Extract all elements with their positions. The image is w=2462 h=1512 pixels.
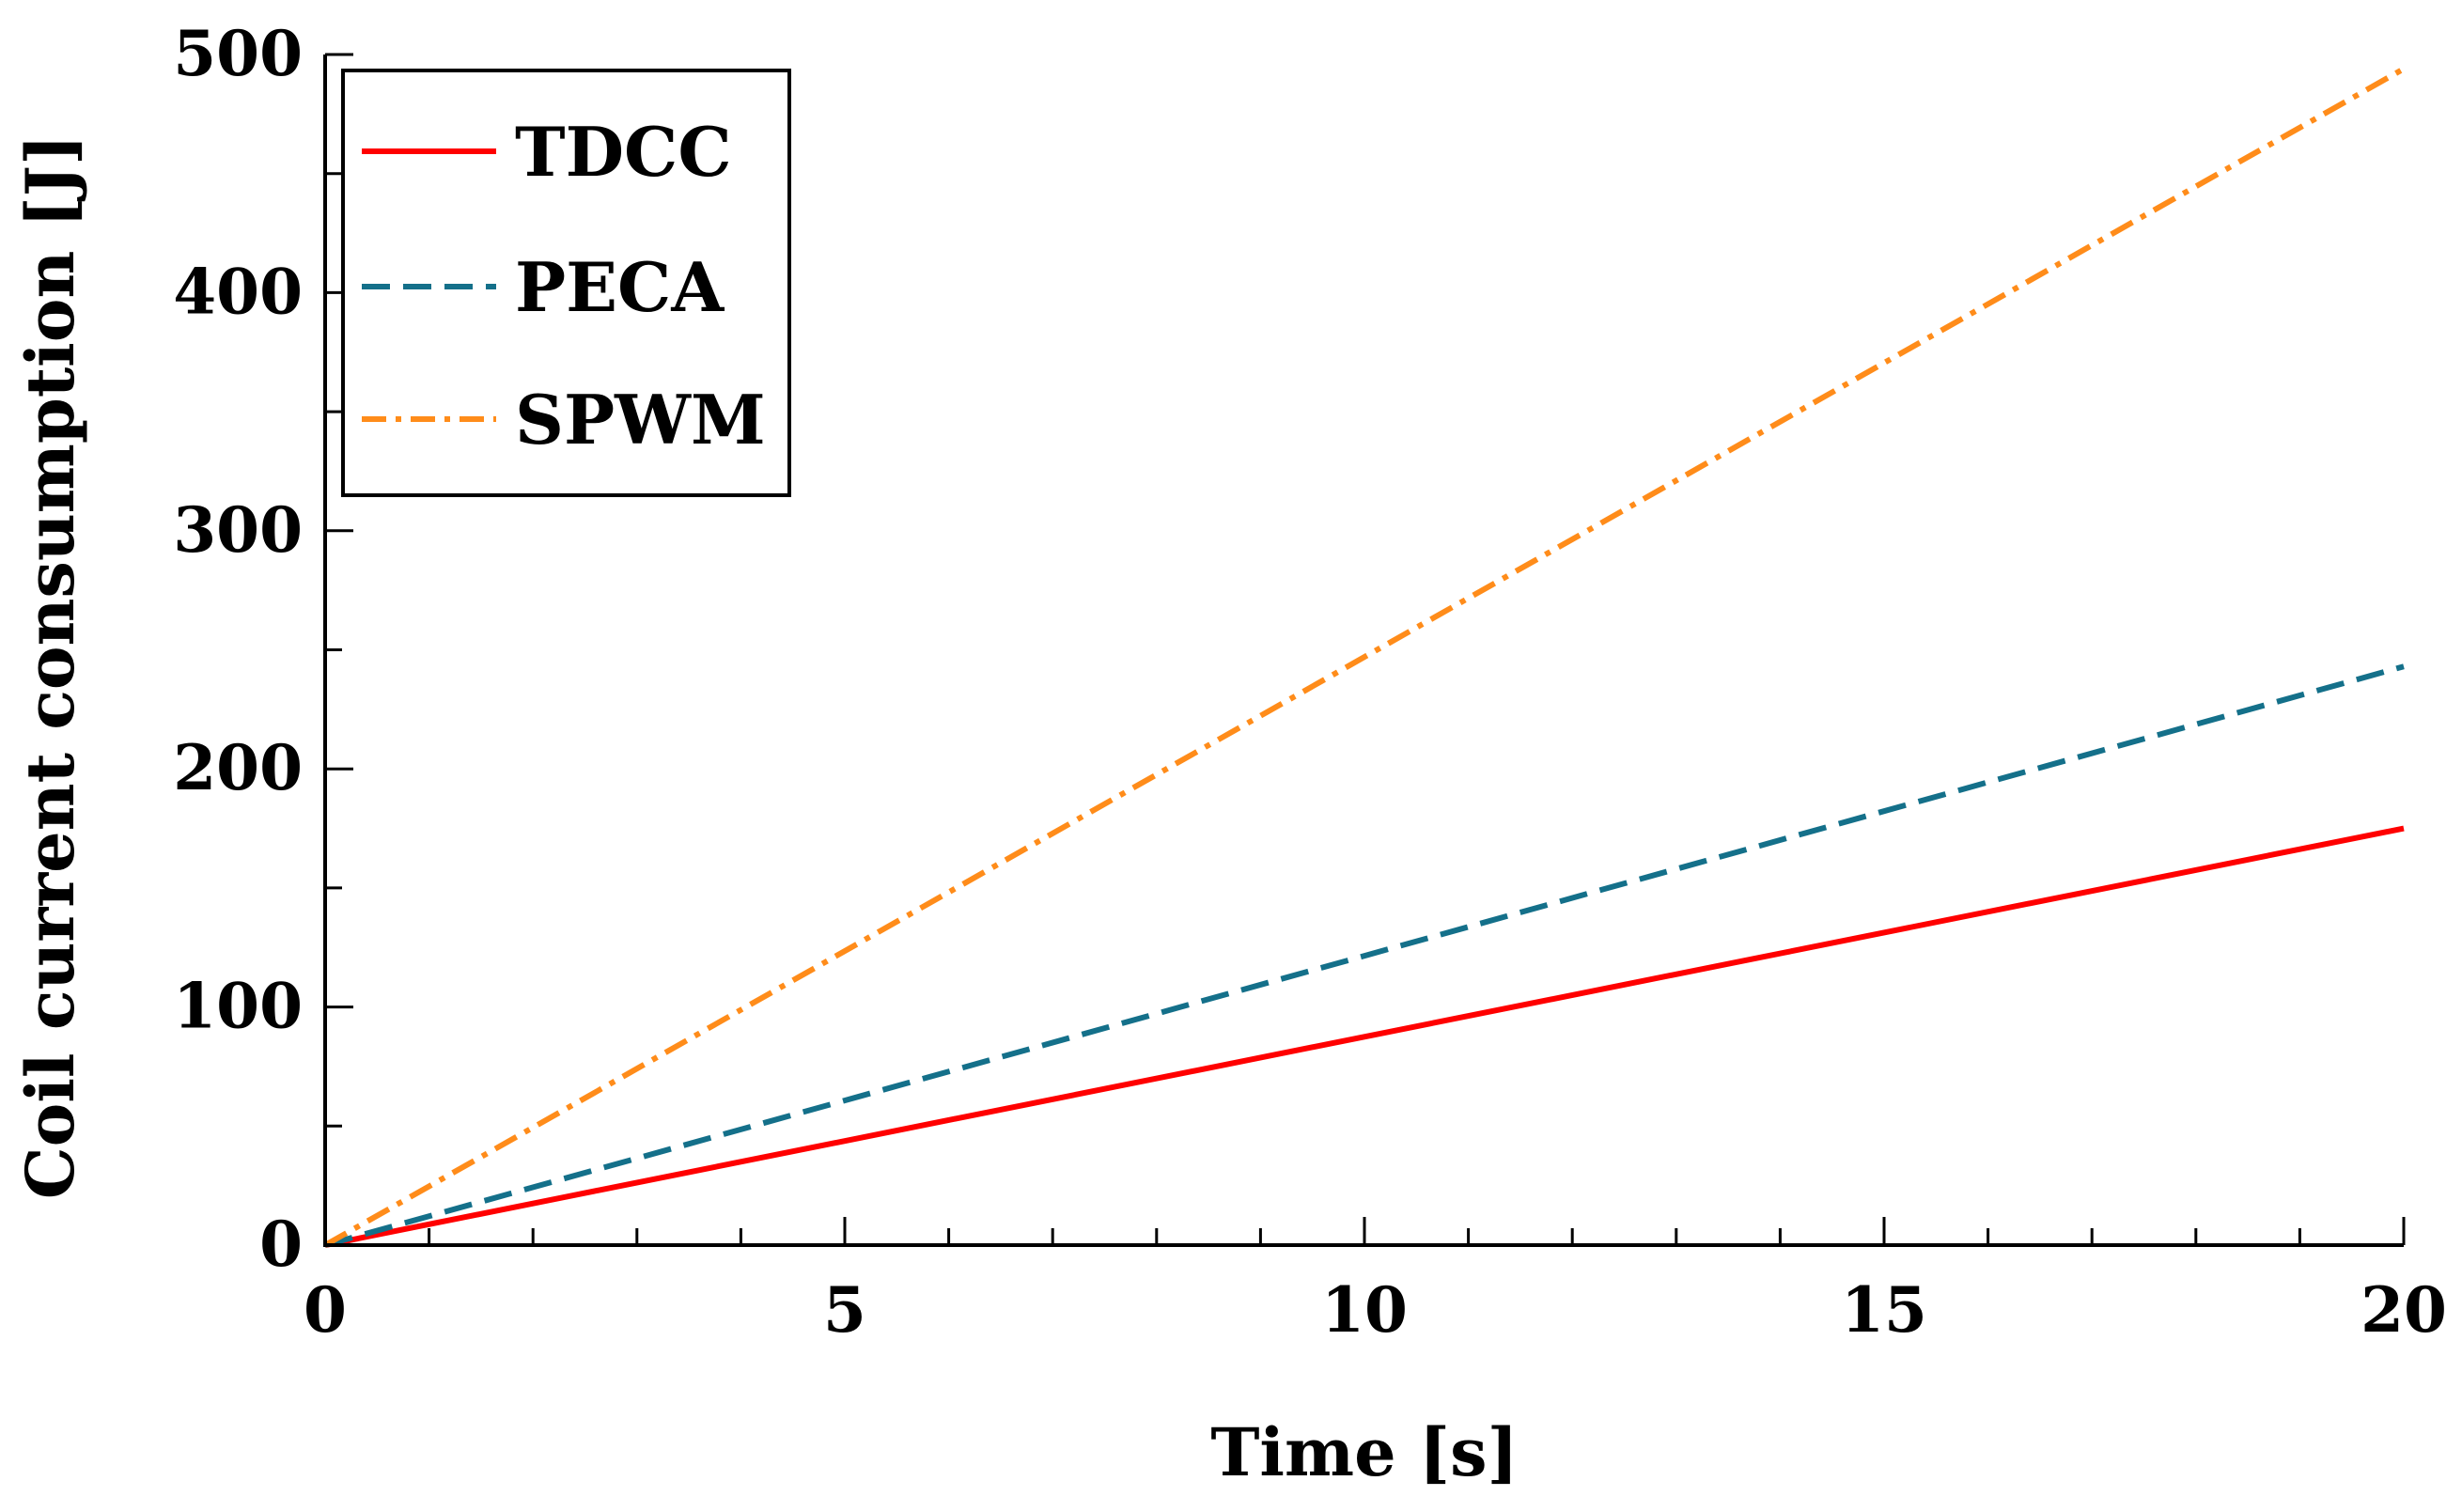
y-tick-label: 400 [173, 255, 303, 328]
y-tick-label: 200 [173, 731, 303, 804]
y-axis-tick-labels: 0 100 200 300 400 500 [173, 17, 303, 1281]
y-tick-label: 0 [259, 1208, 303, 1281]
plot-lines [323, 66, 2406, 1248]
x-tick-label: 5 [823, 1273, 866, 1347]
y-tick-label: 100 [173, 970, 303, 1043]
x-axis-title: Time [s] [1210, 1413, 1518, 1491]
series-line-tdcc [324, 825, 2405, 1248]
legend-label-tdcc: TDCC [515, 112, 732, 192]
legend-label-spwm: SPWM [515, 380, 766, 460]
x-axis-tick-labels: 0 5 10 15 20 [304, 1273, 2447, 1347]
y-axis-title: Coil current consumption [J] [11, 134, 89, 1199]
x-tick-label: 20 [2361, 1273, 2447, 1347]
x-tick-label: 0 [304, 1273, 347, 1347]
x-axis-ticks [323, 1217, 2406, 1245]
x-tick-label: 15 [1841, 1273, 1927, 1347]
series-line-spwm [323, 66, 2406, 1248]
legend-box [341, 69, 791, 497]
x-tick-label: 10 [1321, 1273, 1408, 1347]
legend-label-peca: PECA [515, 247, 725, 327]
y-tick-label: 300 [173, 493, 303, 567]
y-tick-label: 500 [173, 17, 303, 90]
legend: TDCC PECA SPWM [341, 69, 791, 497]
axes: 0 5 10 15 20 0 100 200 300 400 500 [173, 17, 2447, 1347]
y-axis-ticks [325, 53, 353, 1247]
series-line-peca [324, 663, 2405, 1248]
